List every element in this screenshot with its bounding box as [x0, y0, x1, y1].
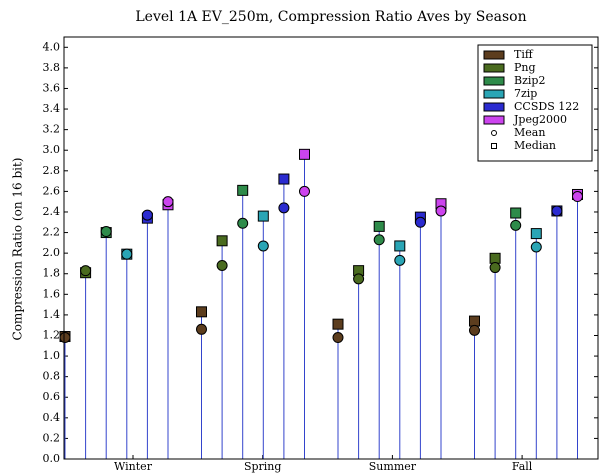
- y-tick-label: 0.0: [43, 452, 61, 465]
- median-marker: [469, 315, 480, 327]
- mean-marker: [394, 254, 406, 266]
- mean-marker: [530, 241, 542, 253]
- legend-mean-marker: [491, 130, 497, 136]
- legend-swatch: [483, 102, 505, 112]
- mean-marker: [353, 273, 365, 285]
- median-marker: [332, 318, 344, 330]
- mean-marker: [510, 219, 522, 231]
- mean-marker: [551, 205, 563, 217]
- y-tick-label: 3.2: [43, 123, 61, 136]
- median-marker: [530, 228, 542, 240]
- y-tick-label: 1.6: [43, 287, 61, 300]
- x-tick-label: Fall: [512, 460, 533, 473]
- y-tick-label: 0.4: [43, 411, 61, 424]
- mean-marker: [373, 234, 385, 246]
- median-marker: [394, 240, 406, 252]
- y-tick-label: 2.2: [43, 226, 61, 239]
- y-tick-label: 1.8: [43, 267, 61, 280]
- y-tick-label: 2.4: [43, 205, 61, 218]
- mean-marker: [257, 240, 269, 252]
- legend-swatch: [483, 50, 505, 60]
- y-tick-label: 2.6: [43, 184, 61, 197]
- mean-marker: [216, 259, 228, 271]
- mean-marker: [100, 226, 112, 238]
- mean-marker: [59, 332, 71, 344]
- y-tick-label: 2.8: [43, 164, 61, 177]
- median-marker: [489, 252, 501, 264]
- y-tick-label: 2.0: [43, 246, 61, 259]
- mean-marker: [572, 191, 583, 203]
- median-marker: [510, 207, 522, 219]
- median-marker: [278, 173, 290, 185]
- mean-marker: [80, 265, 92, 277]
- y-tick-label: 4.0: [43, 40, 61, 53]
- median-marker: [237, 184, 249, 196]
- mean-marker: [196, 323, 207, 335]
- mean-marker: [435, 205, 447, 217]
- y-tick-label: 1.2: [43, 328, 61, 341]
- y-tick-label: 0.8: [43, 370, 61, 383]
- y-tick-label: 3.8: [43, 61, 61, 74]
- y-tick-label: 0.2: [43, 431, 61, 444]
- plot-frame: [63, 36, 599, 460]
- x-tick-label: Spring: [244, 460, 281, 473]
- chart-title: Level 1A EV_250m, Compression Ratio Aves…: [135, 9, 526, 25]
- mean-marker: [162, 196, 174, 208]
- y-tick-label: 0.6: [43, 390, 61, 403]
- median-marker: [373, 220, 385, 232]
- mean-marker: [489, 262, 501, 274]
- mean-marker: [121, 248, 133, 260]
- x-tick-label: Winter: [114, 460, 153, 473]
- legend-label: Tiff: [514, 48, 534, 61]
- legend-label: Mean: [514, 126, 545, 139]
- y-tick-label: 1.0: [43, 349, 61, 362]
- x-tick-label: Summer: [369, 460, 417, 473]
- mean-marker: [141, 209, 153, 221]
- legend-swatch: [483, 115, 505, 125]
- legend-swatch: [483, 63, 505, 73]
- median-marker: [196, 306, 207, 318]
- mean-marker: [332, 332, 344, 344]
- legend-label: Bzip2: [514, 74, 545, 87]
- y-tick-label: 1.4: [43, 308, 61, 321]
- y-axis-label: Compression Ratio (on 16 bit): [11, 158, 25, 341]
- mean-marker: [414, 216, 426, 228]
- legend-label: Median: [514, 139, 556, 152]
- median-marker: [299, 148, 310, 160]
- legend-label: CCSDS 122: [514, 100, 579, 113]
- y-tick-label: 3.0: [43, 143, 61, 156]
- legend-median-marker: [491, 143, 497, 149]
- mean-marker: [299, 185, 310, 197]
- mean-marker: [237, 217, 249, 229]
- legend-label: Jpeg2000: [513, 113, 567, 126]
- y-tick-label: 3.4: [43, 102, 61, 115]
- y-tick-label: 3.6: [43, 81, 61, 94]
- median-marker: [257, 210, 269, 222]
- median-marker: [216, 235, 228, 247]
- mean-marker: [278, 202, 290, 214]
- legend-swatch: [483, 89, 505, 99]
- legend-label: 7zip: [514, 87, 537, 100]
- legend-label: Png: [514, 61, 536, 74]
- legend-swatch: [483, 76, 505, 86]
- mean-marker: [469, 324, 480, 336]
